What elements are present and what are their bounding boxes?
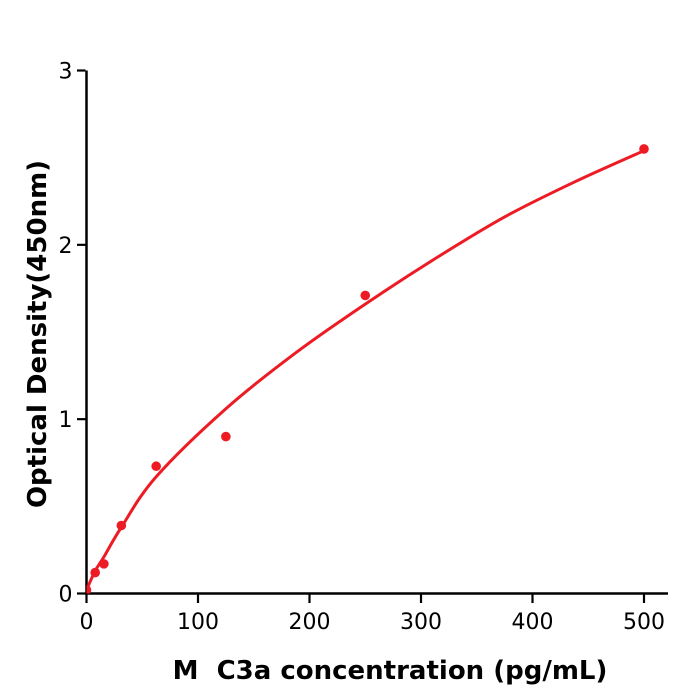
x-tick-label: 200 <box>289 610 331 635</box>
data-point-marker <box>90 567 100 578</box>
x-tick-label: 400 <box>512 610 554 635</box>
x-axis-title: M C3a concentration (pg/mL) <box>173 656 608 686</box>
data-point-marker <box>221 431 231 442</box>
y-tick-label: 2 <box>59 234 73 259</box>
data-points-group <box>86 144 649 594</box>
y-tick-label: 0 <box>59 583 73 608</box>
x-tick-label: 300 <box>400 610 442 635</box>
data-point-marker <box>86 585 92 594</box>
data-point-marker <box>639 144 649 154</box>
x-tick-label: 0 <box>80 610 94 635</box>
y-tick-label: 3 <box>59 60 73 85</box>
y-tick-label: 1 <box>59 408 73 433</box>
axis-spines <box>85 70 668 595</box>
y-axis-title: Optical Density(450nm) <box>23 160 53 508</box>
x-tick-label: 100 <box>177 610 219 635</box>
fitted-curve-line <box>86 149 646 592</box>
data-point-marker <box>116 520 127 531</box>
data-point-marker <box>99 559 109 569</box>
data-point-marker <box>360 290 371 301</box>
data-point-marker <box>151 461 161 472</box>
x-tick-label: 500 <box>623 610 665 635</box>
